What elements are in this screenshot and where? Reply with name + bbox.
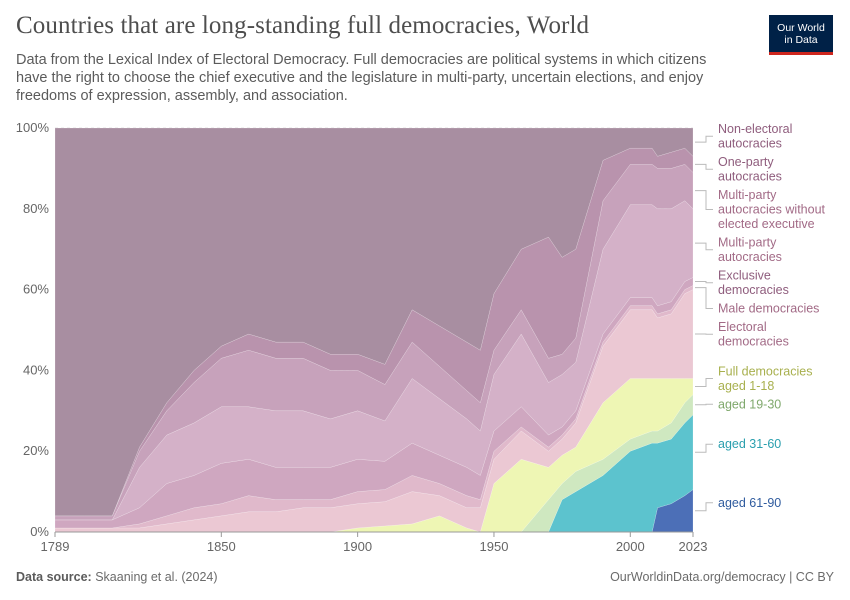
legend-label-line: Male democracies [718, 302, 819, 316]
area-layers[interactable] [54, 127, 694, 533]
legend-connector [695, 281, 713, 284]
y-tick-label: 0% [30, 524, 49, 539]
y-axis: 0% 20% 40% 60% 80% 100% [16, 120, 50, 539]
legend-label-line: elected executive [718, 217, 815, 231]
owid-logo[interactable]: Our World in Data [769, 15, 833, 55]
y-tick-label: 40% [23, 362, 49, 377]
legend-label: Male democracies [718, 302, 819, 316]
legend-label-line: Electoral [718, 320, 767, 334]
legend-connector [695, 502, 713, 512]
legend-label-line: autocracies [718, 250, 782, 264]
data-source: Data source: Skaaning et al. (2024) [16, 570, 218, 584]
legend-item-aged-61-90[interactable]: aged 61-90 [695, 496, 781, 512]
chart-subtitle: Data from the Lexical Index of Electoral… [16, 52, 707, 104]
legend-label: aged 19-30 [718, 397, 781, 411]
legend-connector [695, 378, 713, 388]
legend-item-aged-19-30[interactable]: aged 19-30 [695, 397, 781, 411]
y-tick-label: 80% [23, 201, 49, 216]
legend-connector [695, 242, 713, 251]
data-source-label: Data source: [16, 570, 92, 584]
y-tick-label: 20% [23, 443, 49, 458]
legend-connector [695, 287, 713, 309]
legend-label: Multi-party autocracies without elected ex… [718, 188, 826, 231]
legend-label: One-party autocracies [718, 155, 782, 184]
legend-label-line: Multi-party [718, 236, 777, 250]
legend-connector [695, 190, 713, 210]
legend-connector [695, 163, 713, 170]
legend-label-line: One-party [718, 155, 774, 169]
legend-label-line: democracies [718, 335, 789, 349]
legend-label-line: Exclusive [718, 269, 771, 283]
legend-label: Full democracies aged 1-18 [718, 364, 812, 393]
legend-label-line: Multi-party [718, 188, 777, 202]
footer-url[interactable]: OurWorldinData.org/democracy | CC BY [610, 570, 834, 584]
legend-label-line: autocracies [718, 170, 782, 184]
legend-item-electoral-democracies[interactable]: Electoral democracies [695, 320, 789, 349]
x-tick-label: 2000 [616, 539, 645, 554]
legend-item-full-democracies-aged-1-18[interactable]: Full democracies aged 1-18 [695, 364, 812, 393]
y-tick-label: 60% [23, 282, 49, 297]
area-one-party-autocracies[interactable] [55, 147, 694, 517]
legend-item-aged-31-60[interactable]: aged 31-60 [695, 437, 781, 453]
legend-item-exclusive-democracies[interactable]: Exclusive democracies [695, 269, 789, 298]
x-tick-label: 1850 [207, 539, 236, 554]
legend-label-line: aged 61-90 [718, 496, 781, 510]
x-tick-label: 1789 [41, 539, 70, 554]
legend-label-line: Non-electoral [718, 122, 792, 136]
logo-line-2: in Data [784, 33, 818, 46]
legend-label: Multi-party autocracies [718, 236, 782, 265]
legend-label: Non-electoral autocracies [718, 122, 792, 151]
x-axis: 1789 1850 1900 1950 2000 2023 [41, 531, 708, 554]
x-tick-label: 1900 [343, 539, 372, 554]
area-non-electoral-autocracies[interactable] [54, 127, 694, 517]
legend-label: aged 31-60 [718, 437, 781, 451]
area-multi-party-autocracies-without-elected-executive[interactable] [54, 164, 694, 521]
legend-label: aged 61-90 [718, 496, 781, 510]
legend-label: Exclusive democracies [718, 269, 789, 298]
legend-label: Electoral democracies [718, 320, 789, 349]
legend-label-line: democracies [718, 283, 789, 297]
legend-item-male-democracies[interactable]: Male democracies [695, 287, 819, 316]
legend-label-line: Full democracies [718, 364, 812, 378]
legend-connector [695, 443, 713, 453]
legend-label-line: aged 31-60 [718, 437, 781, 451]
legend-connector [695, 135, 713, 143]
legend-item-multi-party-autocracies-without-elected-executive[interactable]: Multi-party autocracies without elected ex… [695, 188, 826, 231]
legend-item-non-electoral-autocracies[interactable]: Non-electoral autocracies [695, 122, 792, 151]
legend-label-line: aged 19-30 [718, 397, 781, 411]
legend-label-line: aged 1-18 [718, 379, 774, 393]
x-tick-label: 1950 [480, 539, 509, 554]
legend-label-line: autocracies [718, 137, 782, 151]
chart-title: Countries that are long-standing full de… [16, 12, 590, 39]
legend-item-multi-party-autocracies[interactable]: Multi-party autocracies [695, 236, 782, 265]
data-source-link[interactable]: Skaaning et al. (2024) [95, 570, 218, 584]
legend-item-one-party-autocracies[interactable]: One-party autocracies [695, 155, 782, 184]
y-tick-label: 100% [16, 120, 50, 135]
x-tick-label: 2023 [679, 539, 708, 554]
legend-label-line: autocracies without [718, 203, 826, 217]
area-multi-party-autocracies[interactable] [55, 200, 694, 521]
logo-line-1: Our World [777, 21, 825, 34]
